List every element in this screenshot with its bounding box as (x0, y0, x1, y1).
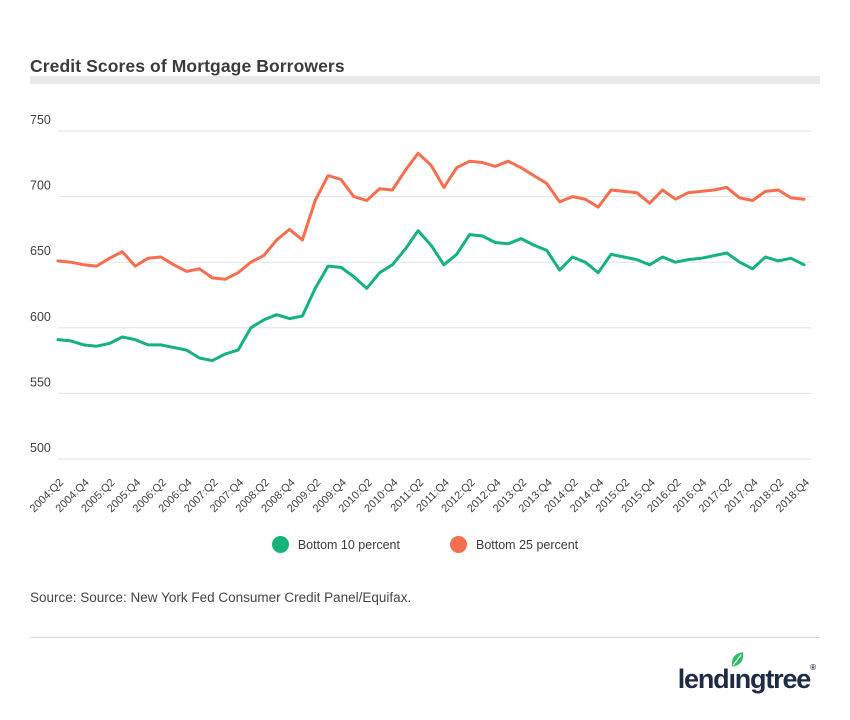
logo-text-i: ı (728, 664, 736, 694)
legend-label: Bottom 10 percent (297, 537, 400, 552)
y-tick-label: 700 (30, 179, 51, 193)
lendingtree-logo: lendıngtree® (677, 652, 816, 694)
logo-text-post: ngtree (734, 664, 812, 694)
legend-item-bottom-25-percent: Bottom 25 percent (450, 536, 578, 553)
leaf-icon (731, 652, 743, 667)
series-line-bottom-10-percent (56, 229, 806, 363)
legend-label: Bottom 25 percent (476, 537, 579, 552)
credit-score-chart: 750 700 650 600 550 500 2004:Q2 2004:Q4 2005:Q2 2… (0, 90, 850, 527)
logo-registered-mark: ® (810, 663, 816, 672)
legend-item-bottom-10-percent: Bottom 10 percent (271, 536, 400, 553)
source-attribution: Source: Source: New York Fed Consumer Cr… (30, 590, 412, 605)
line-chart-canvas: 7507006506005505002004:Q22004:Q42005:Q22… (28, 113, 812, 515)
footer-divider (30, 637, 820, 638)
y-tick-label: 500 (30, 441, 51, 455)
legend-dot-icon (450, 536, 467, 553)
y-tick-label: 650 (30, 244, 51, 258)
y-tick-label: 550 (30, 375, 51, 389)
chart-legend: Bottom 10 percent Bottom 25 percent (0, 536, 850, 553)
y-tick-label: 750 (30, 113, 51, 127)
title-underline-bar (30, 76, 820, 84)
legend-dot-icon (271, 536, 289, 553)
series-line-bottom-25-percent (56, 151, 806, 281)
logo-text-pre: lend (677, 664, 730, 694)
y-tick-label: 600 (30, 310, 51, 324)
chart-title: Credit Scores of Mortgage Borrowers (30, 55, 345, 76)
